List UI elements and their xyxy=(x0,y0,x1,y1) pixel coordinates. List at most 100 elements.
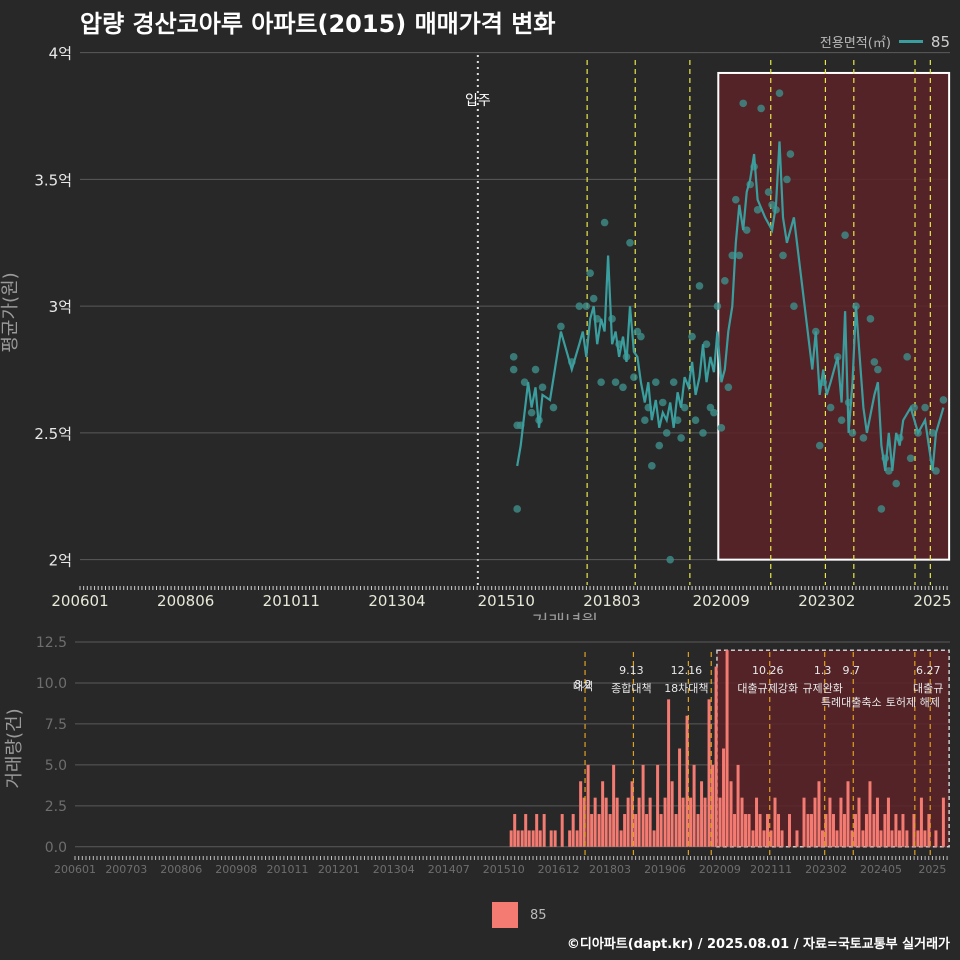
data-point xyxy=(527,408,536,417)
data-point xyxy=(549,403,558,412)
volume-bar xyxy=(718,797,722,847)
data-point xyxy=(877,505,886,513)
data-point xyxy=(724,383,733,392)
data-point xyxy=(742,226,751,234)
data-point xyxy=(695,282,704,290)
volume-bar xyxy=(663,797,667,847)
data-point xyxy=(699,429,707,437)
data-point xyxy=(921,403,929,412)
volume-bar xyxy=(934,830,938,847)
volume-bar xyxy=(824,814,828,847)
volume-bar xyxy=(571,814,575,847)
y-tick-label: 2억 xyxy=(49,552,72,570)
y-tick-label: 4억 xyxy=(49,45,72,63)
y-tick-label: 7.5 xyxy=(45,717,67,733)
data-point xyxy=(655,441,664,450)
x-axis-title: 거래년월 xyxy=(532,612,598,620)
policy-date-label: 9.13 xyxy=(619,664,644,677)
data-point xyxy=(717,424,726,432)
data-point xyxy=(783,175,791,184)
x-tick-label: 202009 xyxy=(693,592,750,610)
volume-bar xyxy=(777,814,781,847)
volume-bar xyxy=(586,764,590,847)
policy-name-label: 종합대책 xyxy=(611,682,651,695)
volume-bar xyxy=(842,814,846,847)
x-tick-label: 200703 xyxy=(105,863,147,876)
volume-bar xyxy=(659,814,663,847)
volume-bar xyxy=(901,814,905,847)
volume-bar xyxy=(916,830,920,847)
data-point xyxy=(651,378,660,387)
volume-bar xyxy=(670,781,674,847)
volume-bar xyxy=(590,814,594,847)
volume-bar xyxy=(788,814,792,847)
y-tick-label: 5.0 xyxy=(45,758,67,774)
volume-bar xyxy=(802,797,806,847)
y-axis-title: 거래량(건) xyxy=(4,708,25,788)
data-point xyxy=(626,238,634,247)
volume-bar xyxy=(560,814,564,847)
data-point xyxy=(600,218,609,227)
data-point xyxy=(753,206,762,214)
volume-bar xyxy=(645,814,649,847)
x-tick-label: 201407 xyxy=(428,863,470,876)
volume-bar xyxy=(652,830,656,847)
data-point xyxy=(932,467,940,475)
x-tick-label: 201510 xyxy=(478,592,535,610)
data-point xyxy=(815,441,824,450)
data-point xyxy=(790,302,798,310)
volume-bar xyxy=(886,797,890,847)
y-tick-label: 2.5억 xyxy=(34,425,72,443)
y-tick-label: 3.5억 xyxy=(34,171,72,189)
data-point xyxy=(928,429,937,437)
legend-bottom-label: 85 xyxy=(530,907,547,923)
volume-bar xyxy=(912,814,916,847)
volume-bar xyxy=(850,830,854,847)
volume-bar xyxy=(612,764,616,847)
volume-bar xyxy=(630,781,634,847)
data-point xyxy=(582,302,591,310)
x-tick-label: 201201 xyxy=(318,863,360,876)
y-tick-label: 3억 xyxy=(49,298,72,316)
volume-bar xyxy=(828,797,832,847)
x-tick-label: 202302 xyxy=(805,863,847,876)
x-tick-label: 200806 xyxy=(157,592,214,610)
volume-bar xyxy=(674,814,678,847)
volume-bar xyxy=(813,797,817,847)
data-point xyxy=(648,462,656,470)
series-line-85 xyxy=(516,141,945,472)
x-tick-label: 201011 xyxy=(263,592,320,610)
volume-bar xyxy=(941,797,945,847)
volume-bar xyxy=(568,830,572,847)
x-tick-label: 202302 xyxy=(798,592,855,610)
volume-bar xyxy=(637,797,641,847)
policy-name-label: 대출규 xyxy=(913,682,943,695)
volume-bar xyxy=(875,797,879,847)
volume-bar xyxy=(894,814,898,847)
volume-bar xyxy=(817,781,821,847)
volume-bar xyxy=(883,814,887,847)
volume-bar xyxy=(879,830,883,847)
policy-name-label: 토허제 해제 xyxy=(886,695,940,709)
volume-bar xyxy=(810,814,813,847)
data-point xyxy=(739,99,748,108)
volume-bar xyxy=(795,830,799,847)
volume-bar xyxy=(516,830,520,847)
data-point xyxy=(735,251,744,260)
volume-bar xyxy=(736,764,740,847)
x-tick-label: 202111 xyxy=(750,863,792,876)
data-point xyxy=(658,398,667,407)
data-point xyxy=(841,231,849,239)
data-point xyxy=(702,340,711,348)
policy-name-label: 대출규제강화 xyxy=(737,682,798,695)
data-point xyxy=(721,277,729,285)
x-tick-label: 201612 xyxy=(538,863,580,876)
volume-bar xyxy=(656,764,660,847)
volume-bar xyxy=(623,814,627,847)
policy-date-label: 6.27 xyxy=(916,664,941,677)
volume-bar xyxy=(685,715,689,847)
volume-bar xyxy=(890,830,894,847)
x-tick-label: 201011 xyxy=(267,863,309,876)
volume-bar xyxy=(692,764,696,847)
volume-bar xyxy=(861,830,865,847)
